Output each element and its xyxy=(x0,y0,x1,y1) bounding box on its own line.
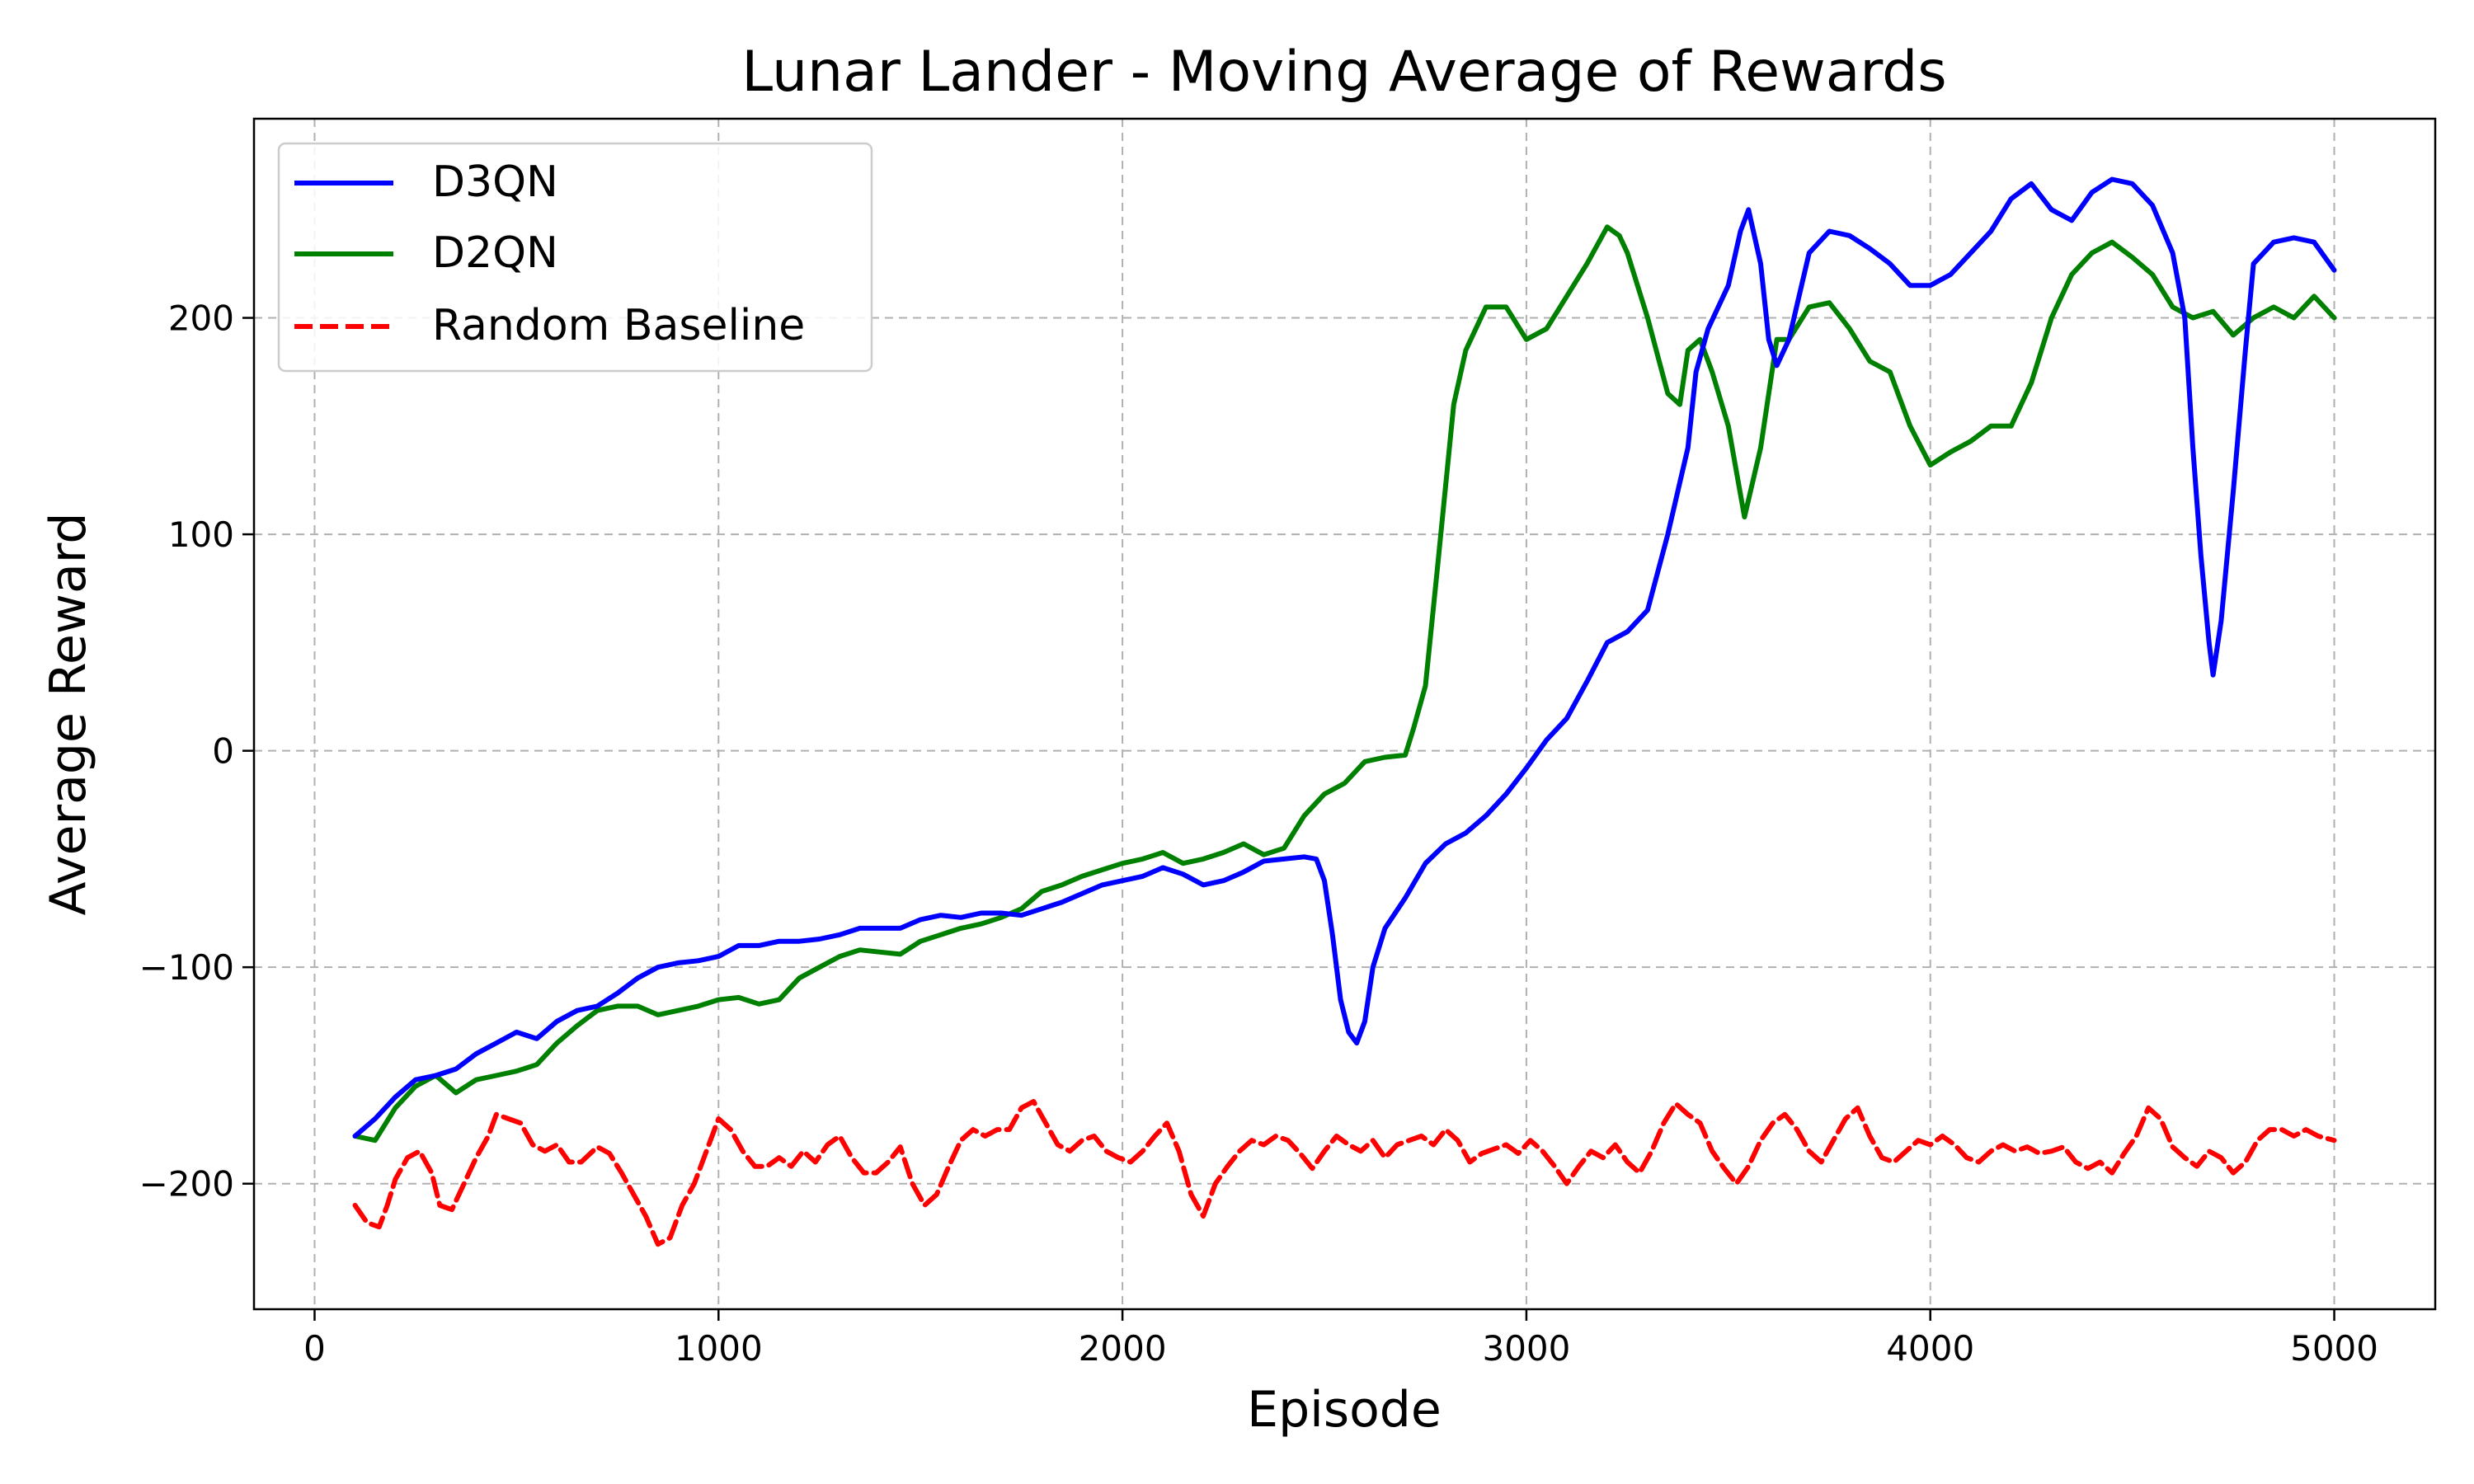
series-line-random-baseline xyxy=(352,1099,2337,1247)
x-tick-label: 1000 xyxy=(675,1328,763,1369)
x-tick-label: 2000 xyxy=(1079,1328,1167,1369)
y-tick-label: 0 xyxy=(212,731,234,772)
y-tick-label: 100 xyxy=(168,514,234,555)
y-tick-label: 200 xyxy=(168,298,234,339)
x-tick-label: 4000 xyxy=(1886,1328,1974,1369)
legend: D3QN D2QN Random Baseline xyxy=(277,142,873,373)
tick-layer: 0 1000 2000 3000 4000 5000 −200 −100 0 100 200 xyxy=(139,298,2378,1369)
legend-box xyxy=(277,142,873,373)
x-tick-label: 5000 xyxy=(2290,1328,2378,1369)
series-layer xyxy=(352,176,2337,1247)
series-line-d3qn xyxy=(352,176,2337,1139)
y-tick-label: −200 xyxy=(139,1164,234,1205)
legend-label-d2qn: D2QN xyxy=(432,228,558,278)
legend-label-d3qn: D3QN xyxy=(432,157,558,207)
series-line-d2qn xyxy=(352,224,2337,1144)
legend-label-random-baseline: Random Baseline xyxy=(432,301,805,350)
y-tick-label: −100 xyxy=(139,947,234,988)
x-axis-label: Episode xyxy=(1247,1381,1442,1439)
chart-title: Lunar Lander - Moving Average of Rewards xyxy=(741,40,1946,105)
x-tick-label: 3000 xyxy=(1482,1328,1570,1369)
x-tick-label: 0 xyxy=(303,1328,326,1369)
plot-frame xyxy=(252,117,2437,1311)
y-axis-label: Average Reward xyxy=(40,513,97,916)
